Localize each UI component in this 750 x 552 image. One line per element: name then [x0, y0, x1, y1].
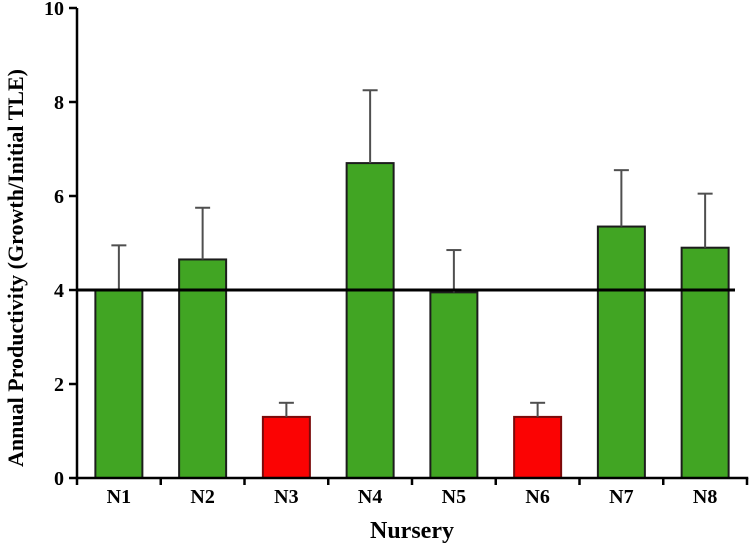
bar-N8 — [680, 246, 730, 479]
bar-N1 — [94, 289, 144, 479]
x-tick-label-N7: N7 — [609, 486, 633, 508]
y-tick-label-6: 6 — [54, 186, 64, 208]
x-tick-label-N4: N4 — [358, 486, 382, 508]
y-tick-label-8: 8 — [54, 92, 64, 114]
y-tick-label-2: 2 — [54, 374, 64, 396]
bar-N5 — [429, 291, 479, 479]
x-tick-label-N6: N6 — [525, 486, 549, 508]
x-tick-label-N1: N1 — [107, 486, 131, 508]
x-axis-title: Nursery — [370, 518, 454, 544]
y-tick-label-4: 4 — [54, 280, 64, 302]
bar-N4 — [345, 162, 395, 479]
x-tick-label-N2: N2 — [190, 486, 214, 508]
y-tick-label-10: 10 — [44, 0, 64, 20]
y-axis-title: Annual Productivity (Growth/Initial TLE) — [3, 69, 28, 467]
bar-N2 — [178, 258, 228, 480]
y-tick-label-0: 0 — [54, 468, 64, 490]
bar-N3 — [261, 415, 311, 479]
x-tick-label-N5: N5 — [442, 486, 466, 508]
bar-N6 — [513, 415, 563, 479]
x-tick-label-N8: N8 — [693, 486, 717, 508]
x-tick-label-N3: N3 — [274, 486, 298, 508]
bar-N7 — [596, 225, 646, 479]
